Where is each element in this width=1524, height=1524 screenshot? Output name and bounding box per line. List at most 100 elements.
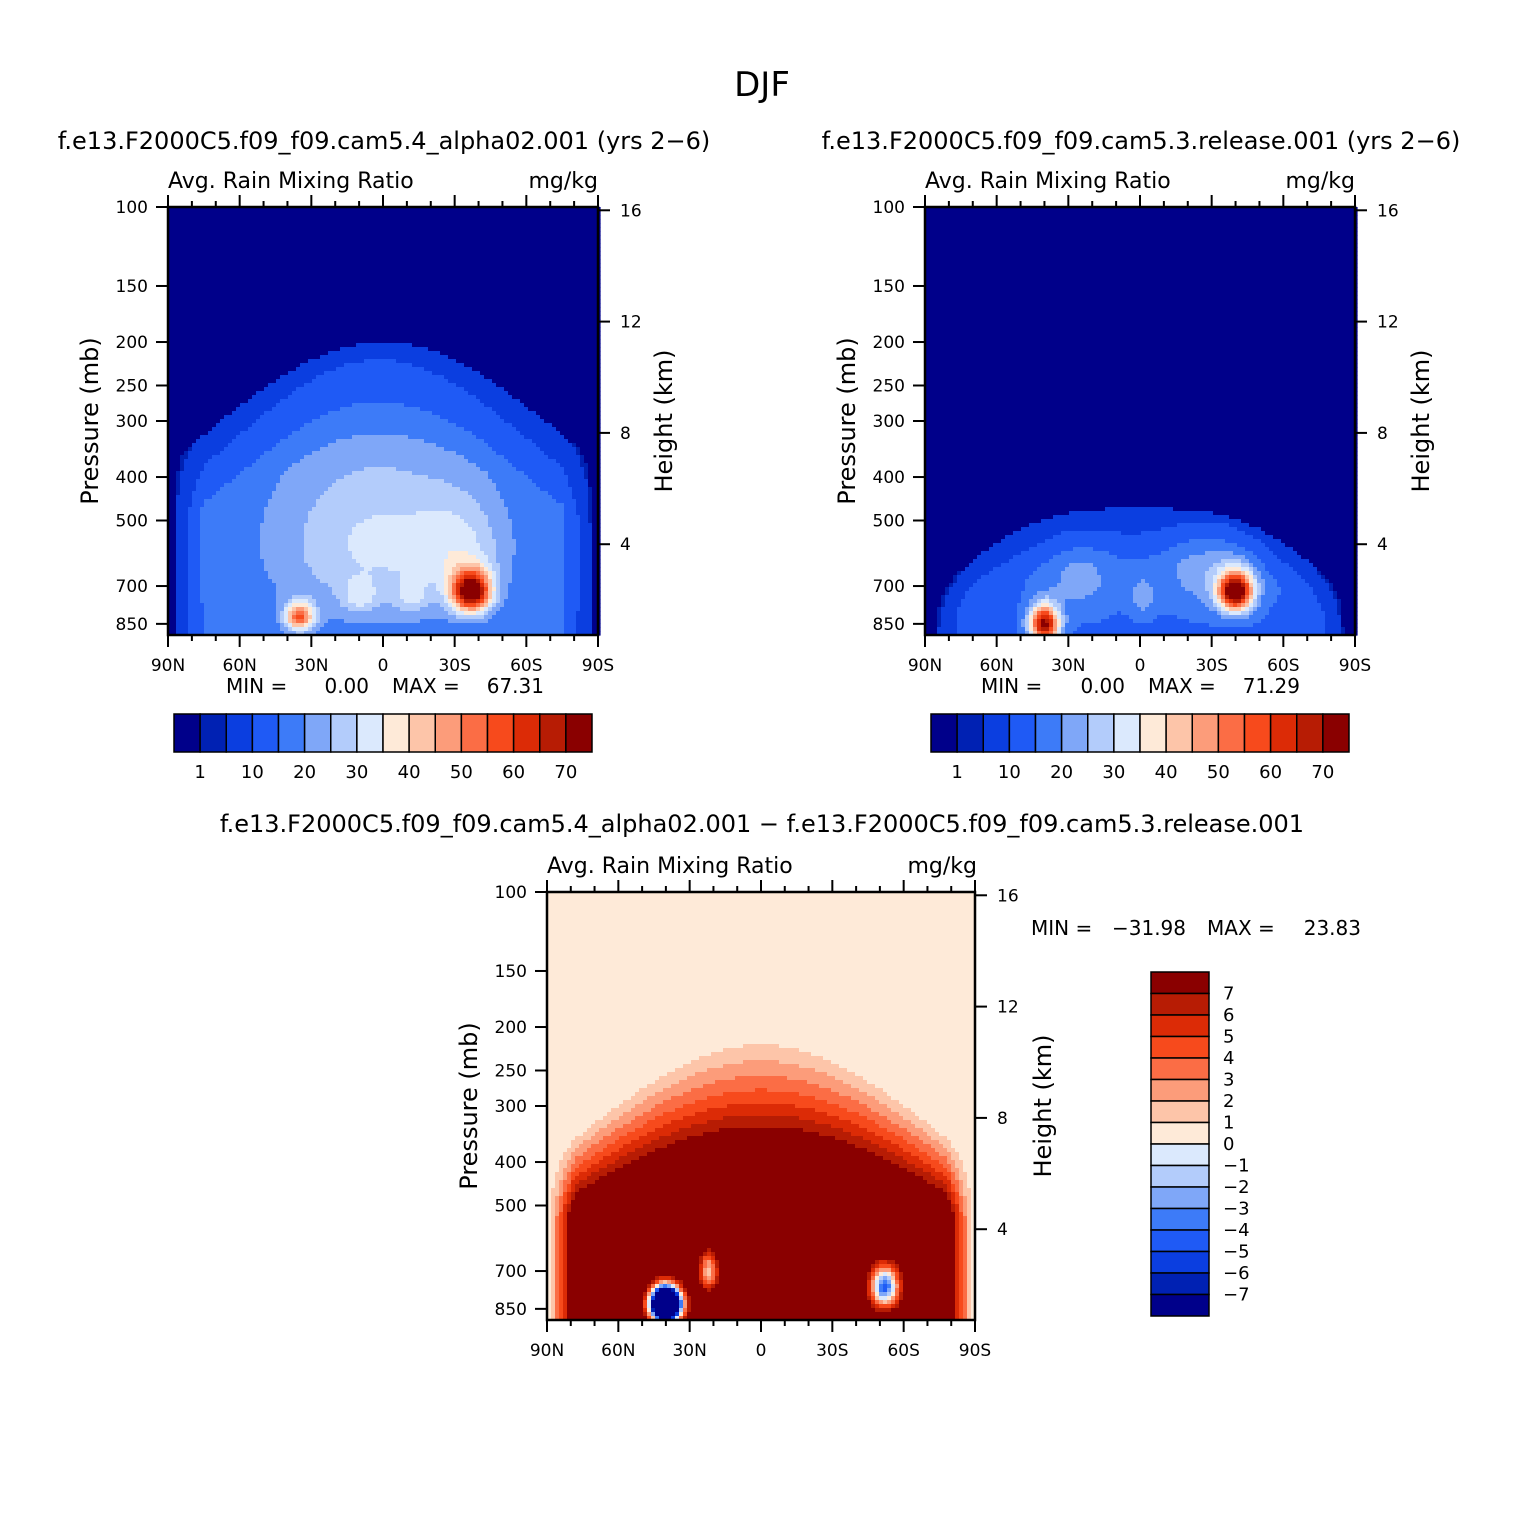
contour-cell xyxy=(348,379,353,384)
contour-cell xyxy=(340,247,345,252)
contour-cell xyxy=(296,243,301,248)
contour-cell xyxy=(316,263,321,268)
contour-cell xyxy=(316,255,321,260)
contour-cell xyxy=(304,283,309,288)
contour-cell xyxy=(204,531,209,536)
contour-cell xyxy=(288,303,293,308)
contour-cell xyxy=(236,295,241,300)
contour-cell xyxy=(312,555,317,560)
contour-cell xyxy=(292,503,297,508)
contour-cell xyxy=(188,227,193,232)
contour-cell xyxy=(192,423,197,428)
contour-cell xyxy=(352,467,357,472)
contour-cell xyxy=(344,227,349,232)
contour-cell xyxy=(324,479,329,484)
contour-cell xyxy=(240,423,245,428)
contour-cell xyxy=(308,419,313,424)
contour-cell xyxy=(264,307,269,312)
contour-cell xyxy=(196,515,201,520)
contour-cell xyxy=(252,371,257,376)
contour-cell xyxy=(236,227,241,232)
contour-cell xyxy=(220,311,225,316)
contour-cell xyxy=(352,279,357,284)
contour-cell xyxy=(172,287,177,292)
contour-cell xyxy=(208,503,213,508)
contour-cell xyxy=(188,275,193,280)
contour-cell xyxy=(344,215,349,220)
contour-cell xyxy=(208,379,213,384)
contour-cell xyxy=(344,627,349,632)
contour-cell xyxy=(232,519,237,524)
contour-cell xyxy=(316,323,321,328)
contour-cell xyxy=(168,555,173,560)
contour-cell xyxy=(252,455,257,460)
contour-cell xyxy=(180,315,185,320)
contour-cell xyxy=(312,587,317,592)
contour-cell xyxy=(264,595,269,600)
contour-cell xyxy=(216,343,221,348)
contour-cell xyxy=(252,627,257,632)
contour-cell xyxy=(288,515,293,520)
contour-cell xyxy=(352,327,357,332)
contour-cell xyxy=(232,323,237,328)
contour-cell xyxy=(300,227,305,232)
contour-cell xyxy=(348,299,353,304)
contour-cell xyxy=(320,359,325,364)
contour-cell xyxy=(212,351,217,356)
contour-cell xyxy=(320,619,325,624)
contour-cell xyxy=(176,219,181,224)
contour-cell xyxy=(188,331,193,336)
contour-cell xyxy=(336,411,341,416)
contour-cell xyxy=(220,451,225,456)
contour-cell xyxy=(224,467,229,472)
contour-cell xyxy=(260,291,265,296)
contour-cell xyxy=(296,399,301,404)
contour-cell xyxy=(236,559,241,564)
contour-cell xyxy=(300,263,305,268)
contour-cell xyxy=(232,595,237,600)
contour-cell xyxy=(344,247,349,252)
contour-cell xyxy=(168,535,173,540)
contour-cell xyxy=(244,219,249,224)
contour-cell xyxy=(232,507,237,512)
contour-cell xyxy=(220,347,225,352)
contour-cell xyxy=(208,395,213,400)
contour-cell xyxy=(176,539,181,544)
contour-cell xyxy=(248,275,253,280)
contour-cell xyxy=(288,383,293,388)
contour-cell xyxy=(220,239,225,244)
contour-cell xyxy=(204,599,209,604)
contour-cell xyxy=(308,275,313,280)
contour-cell xyxy=(184,587,189,592)
contour-cell xyxy=(328,507,333,512)
contour-cell xyxy=(276,211,281,216)
contour-cell xyxy=(192,383,197,388)
contour-cell xyxy=(240,435,245,440)
contour-cell xyxy=(200,539,205,544)
contour-cell xyxy=(256,547,261,552)
contour-cell xyxy=(252,247,257,252)
contour-cell xyxy=(292,363,297,368)
contour-cell xyxy=(224,227,229,232)
contour-cell xyxy=(252,215,257,220)
contour-cell xyxy=(220,323,225,328)
contour-cell xyxy=(200,399,205,404)
contour-cell xyxy=(244,299,249,304)
contour-cell xyxy=(208,523,213,528)
contour-cell xyxy=(268,427,273,432)
contour-cell xyxy=(268,355,273,360)
contour-cell xyxy=(228,615,233,620)
contour-cell xyxy=(316,467,321,472)
contour-cell xyxy=(208,283,213,288)
contour-cell xyxy=(204,555,209,560)
contour-cell xyxy=(188,551,193,556)
contour-cell xyxy=(272,363,277,368)
contour-cell xyxy=(288,431,293,436)
contour-cell xyxy=(340,367,345,372)
contour-cell xyxy=(284,407,289,412)
contour-cell xyxy=(304,295,309,300)
contour-cell xyxy=(212,539,217,544)
contour-cell xyxy=(256,543,261,548)
contour-cell xyxy=(268,247,273,252)
contour-cell xyxy=(268,295,273,300)
